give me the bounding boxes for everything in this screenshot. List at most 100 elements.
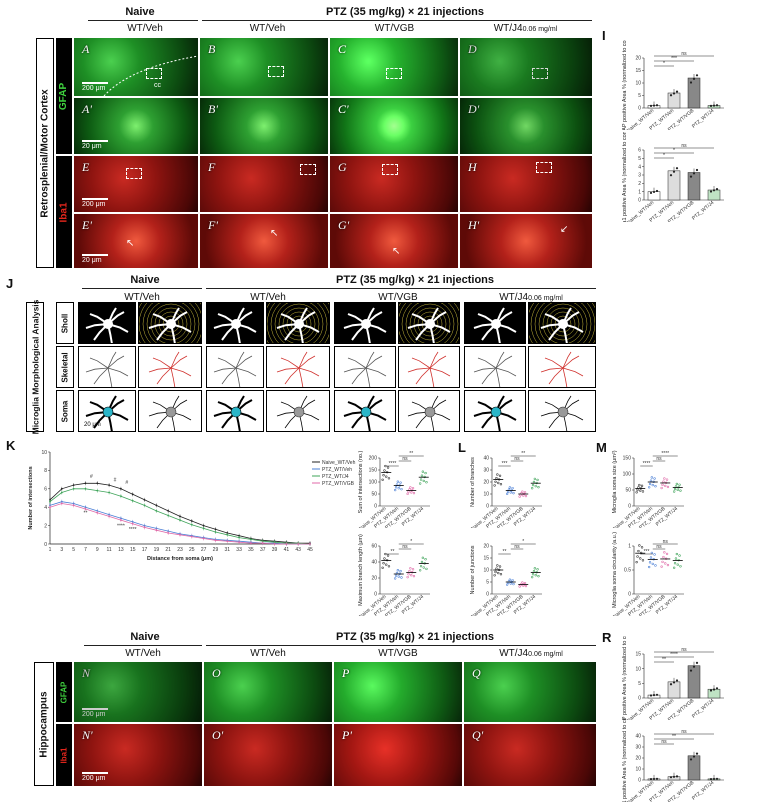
micrograph-A-zoom: A' 20 μm [74,98,198,154]
header-underline-naive-mid [82,288,202,289]
data-point [190,535,193,538]
sig-marker: # [125,480,128,486]
data-point [285,543,288,545]
data-point [499,572,503,576]
data-point [409,486,412,489]
cell-drawing [213,395,257,431]
process [217,357,237,369]
data-point [96,482,99,485]
x-tick-label: PTZ_WT/J4 [691,200,715,222]
y-tick-label: 10 [41,450,47,456]
bar [687,77,701,109]
data-point [654,564,657,567]
y-tick-label: 6 [44,487,47,493]
x-tick-label: 29 [213,547,219,553]
data-point [715,188,719,191]
y-tick-label: 20 [371,576,377,582]
data-point [649,479,653,482]
data-point [648,482,652,486]
soma [294,319,304,329]
sig-label: *** [644,549,650,555]
data-point [715,687,719,690]
data-point [695,74,699,77]
sig-label: ns [514,456,520,462]
data-point [120,519,122,521]
data-point [421,470,425,473]
y-tick-label: 2 [638,181,641,187]
data-point [412,491,416,495]
data-point [654,484,657,488]
data-point [202,524,205,527]
sholl-ring [417,311,443,337]
data-point [679,489,682,492]
data-point [167,509,170,512]
y-tick-label: 10 [635,767,641,773]
bar [667,170,681,201]
col-header-j-veh: WT/Veh [250,292,286,303]
process [365,367,387,377]
data-point [675,775,679,778]
process [107,367,129,377]
y-tick-label: 50 [625,488,631,494]
x-tick-label: 15 [130,547,136,553]
data-point [695,661,699,664]
data-point [406,492,409,496]
y-tick-label: 20 [483,544,489,550]
y-tick-label: 20 [635,56,641,62]
data-point [666,563,670,567]
data-point [635,491,638,494]
morph-tile-skeletal [78,346,136,388]
y-tick-label: 150 [623,456,632,462]
data-point [396,569,400,572]
y-tick-label: 10 [483,568,489,574]
data-point [663,551,666,554]
data-point [496,564,499,567]
y-tick-label: 0 [628,592,631,598]
y-tick-label: 60 [371,544,377,550]
process [107,355,125,369]
data-point [669,94,673,97]
cell-drawing [139,303,201,343]
data-point [419,478,423,481]
process [280,357,300,369]
y-axis-label: Sum of intersections (no.) [358,451,364,514]
data-point [84,482,87,485]
soma [424,406,436,418]
data-point [537,574,540,578]
data-point [120,495,122,498]
data-point [508,578,512,581]
soma [166,319,176,329]
micrograph-A: A cc 200 μm [74,38,198,96]
header-underline-ptz-bot [206,645,596,646]
chart-M-circ: 0 0.5 1 Microglia soma circularity (a.u.) Na… [610,528,690,616]
process [477,357,497,369]
sig-label: ns [681,729,687,735]
process [562,351,572,369]
data-point [179,515,181,518]
col-header-ptz-veh: WT/Veh [249,23,286,34]
cell-drawing [407,395,451,431]
process [235,351,245,369]
data-point [493,574,496,577]
process [298,355,316,369]
morph-tile-sholl [464,302,526,344]
data-point [497,481,500,485]
data-point [420,560,424,564]
data-point [660,565,663,568]
data-point [531,483,535,487]
data-point [72,487,75,490]
data-point [399,481,402,484]
cell-drawing [529,303,595,343]
arrow-icon: ↖ [392,246,401,257]
data-point [214,528,217,531]
data-point [672,681,676,684]
data-point [639,489,642,492]
data-point [648,561,652,564]
sig-marker: ** [84,511,88,517]
y-tick-label: 40 [635,734,641,740]
data-point [712,777,716,781]
data-point [407,573,410,576]
x-tick-label: PTZ_WT/J4 [691,780,715,802]
data-point [494,570,497,574]
data-point [408,570,411,573]
